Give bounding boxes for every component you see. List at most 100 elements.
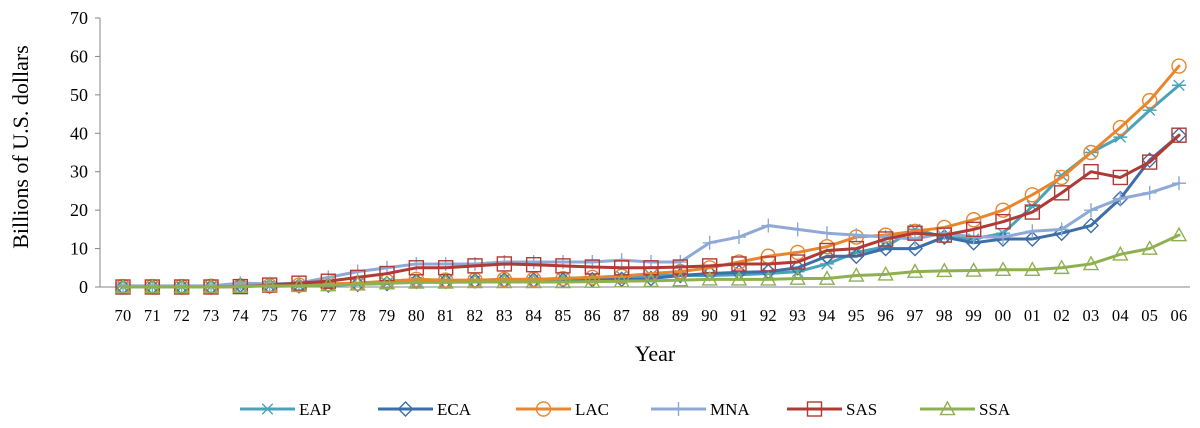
series-line-ssa [121, 233, 1181, 289]
data-point-ssa [789, 270, 806, 285]
data-point-eca [1083, 217, 1099, 234]
data-point-lac [1141, 92, 1158, 109]
legend-item-eap: EAP [240, 400, 331, 419]
x-tick-label: 95 [848, 306, 865, 325]
x-tick-label: 96 [877, 306, 894, 325]
data-point-ssa [818, 270, 836, 285]
x-tick-label: 79 [379, 306, 396, 325]
data-point-ssa [848, 267, 865, 282]
data-point-ssa [408, 273, 425, 289]
data-point-ssa [525, 273, 542, 289]
data-point-sas [467, 258, 483, 274]
x-tick-label: 81 [437, 306, 454, 325]
data-point-ssa [994, 261, 1012, 277]
data-point-sas [936, 227, 953, 243]
data-point-mna [732, 230, 746, 245]
data-point-sas [555, 258, 571, 274]
axes [99, 18, 1190, 288]
y-tick-label: 20 [70, 200, 88, 220]
data-point-mna [1084, 203, 1098, 218]
data-point-sas [320, 273, 337, 289]
data-point-ssa [1141, 240, 1158, 255]
data-point-eca [643, 270, 659, 287]
data-point-mna [761, 218, 776, 233]
legend: EAP ECA LAC MNA SAS SSA [240, 400, 1011, 419]
data-point-lac [965, 212, 982, 228]
y-tick-label: 40 [70, 123, 88, 143]
y-tick-label: 60 [70, 46, 88, 66]
data-point-ssa [672, 271, 689, 287]
data-point-sas [525, 257, 542, 273]
legend-label: EAP [299, 400, 331, 419]
legend-label: SAS [846, 400, 877, 419]
data-point-lac [995, 202, 1011, 218]
legend-marker [535, 401, 552, 417]
x-tick-label: 98 [936, 306, 953, 325]
data-point-ssa [1170, 226, 1188, 242]
x-tick-label: 87 [613, 306, 630, 325]
data-point-sas [1083, 164, 1099, 180]
data-point-sas [291, 275, 307, 291]
series-ssa [114, 226, 1188, 294]
legend-item-ssa: SSA [920, 400, 1011, 419]
data-point-lac [1112, 119, 1129, 136]
x-tick-label: 71 [144, 306, 161, 325]
y-tick-label: 30 [70, 162, 88, 182]
data-point-lac [789, 244, 806, 261]
data-point-ssa [320, 276, 337, 292]
data-point-ssa [114, 278, 132, 294]
x-tick-label: 88 [643, 306, 660, 325]
x-tick-label: 89 [672, 306, 689, 325]
legend-item-eca: ECA [378, 400, 472, 419]
data-point-mna [849, 228, 864, 243]
x-tick-label: 92 [760, 306, 777, 325]
data-point-sas [1053, 185, 1070, 201]
data-point-mna [1025, 224, 1040, 239]
legend-label: MNA [710, 400, 750, 419]
data-point-sas [1112, 169, 1129, 186]
data-point-lac [1171, 58, 1187, 74]
data-point-ssa [496, 273, 513, 289]
x-tick-label: 06 [1171, 306, 1188, 325]
data-point-eca [1024, 230, 1041, 247]
data-point-sas [819, 242, 835, 259]
series-lines [114, 58, 1188, 295]
data-point-ssa [466, 273, 484, 289]
data-point-lac [1053, 169, 1070, 186]
data-point-lac [496, 271, 513, 288]
data-point-ssa [1112, 245, 1129, 261]
data-point-sas [877, 231, 894, 247]
data-point-ssa [144, 278, 161, 294]
data-point-ssa [202, 278, 220, 294]
data-point-sas [379, 265, 395, 282]
x-axis-ticks: 70 71 72 73 74 75 76 77 78 79 80 81 82 83 84 85 86 87 88 89… [115, 306, 1188, 325]
data-point-lac [584, 269, 601, 286]
data-point-lac [437, 272, 454, 288]
data-point-ssa [173, 278, 190, 294]
data-point-ssa [290, 277, 308, 293]
data-point-ssa [965, 262, 982, 277]
y-axis-title: Billions of U.S. dollars [8, 45, 33, 249]
x-tick-label: 03 [1083, 306, 1100, 325]
data-point-ssa [613, 272, 630, 288]
legend-label: ECA [437, 400, 472, 419]
data-point-ssa [760, 270, 777, 286]
legend-marker [671, 402, 686, 416]
x-tick-label: 83 [496, 306, 513, 325]
data-point-sas [1141, 154, 1158, 170]
legend-marker [397, 401, 414, 417]
y-tick-label: 50 [70, 85, 88, 105]
x-tick-label: 86 [584, 306, 601, 325]
data-point-mna [820, 226, 834, 241]
data-point-ssa [584, 273, 601, 288]
y-axis-ticks: 0 10 20 30 40 50 60 70 [70, 8, 100, 297]
series-line-sas [121, 133, 1181, 289]
data-point-eca [907, 240, 923, 257]
data-point-ssa [701, 270, 718, 286]
data-point-lac [408, 271, 425, 288]
data-point-mna [1054, 222, 1069, 237]
series-sas [115, 127, 1187, 295]
data-point-ssa [232, 278, 249, 293]
legend-label: SSA [979, 400, 1011, 419]
